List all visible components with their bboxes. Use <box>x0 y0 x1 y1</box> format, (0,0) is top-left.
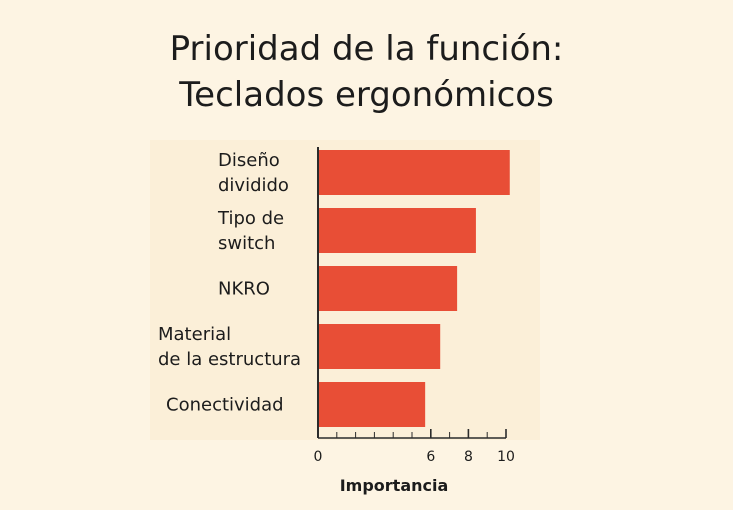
category-label-2: NKRO <box>218 279 270 300</box>
category-label-line: dividido <box>218 175 289 196</box>
category-label-line: Material <box>158 324 231 345</box>
category-label-1: Tipo de switch <box>217 208 284 254</box>
chart-title-line-1: Prioridad de la función: <box>169 29 564 69</box>
category-label-line: Tipo de <box>217 208 284 229</box>
category-label-line: switch <box>218 233 275 254</box>
x-tick-label-2: 8 <box>464 449 473 465</box>
bar-3 <box>319 324 441 369</box>
category-label-line: Conectividad <box>166 395 284 416</box>
x-tick-label-1: 6 <box>426 449 435 465</box>
x-tick-label-0: 0 <box>314 449 323 465</box>
category-label-line: Diseño <box>218 150 280 171</box>
bar-1 <box>319 208 476 253</box>
chart-title: Prioridad de la función: Teclados ergonó… <box>0 26 733 118</box>
x-tick-label-3: 10 <box>497 449 515 465</box>
x-axis-label: Importancia <box>340 476 449 495</box>
bar-2 <box>319 266 458 311</box>
category-label-3: Material de la estructura <box>158 324 301 370</box>
bar-4 <box>319 382 426 427</box>
bar-0 <box>319 150 510 195</box>
category-label-4: Conectividad <box>166 395 284 416</box>
category-label-line: de la estructura <box>158 349 301 370</box>
category-label-0: Diseño dividido <box>218 150 289 196</box>
chart-title-line-2: Teclados ergonómicos <box>179 75 554 115</box>
category-label-line: NKRO <box>218 279 270 300</box>
